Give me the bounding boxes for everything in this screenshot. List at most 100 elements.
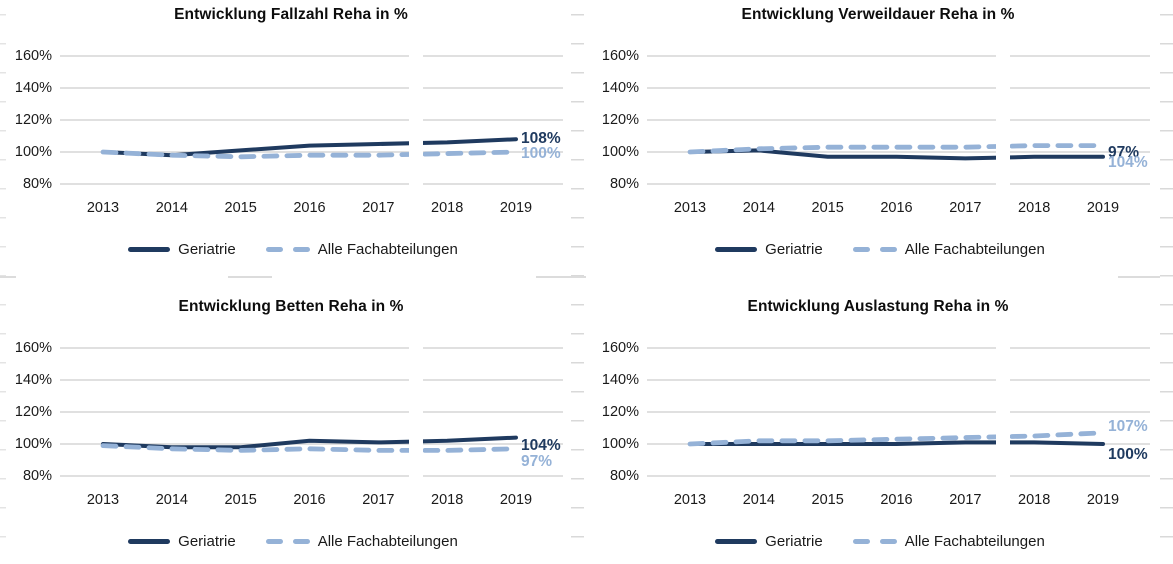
y-axis-tick-label: 120%	[601, 112, 639, 128]
alle-fachabteilungen-line	[100, 149, 519, 160]
geriatrie-line	[101, 435, 518, 450]
x-axis-tick-label: 2013	[673, 200, 707, 216]
background-grid-dash	[536, 276, 586, 278]
legend-item-geriatrie: Geriatrie	[715, 533, 823, 550]
x-axis-tick-label: 2016	[880, 200, 913, 216]
y-axis-tick-label: 80%	[22, 176, 52, 192]
x-axis-tick-label: 2014	[742, 492, 775, 508]
background-grid-dash	[1118, 276, 1160, 278]
y-axis-tick-label: 120%	[601, 404, 639, 420]
alle-fachabteilungen-line-swatch	[852, 246, 897, 252]
y-axis-tick-label: 100%	[601, 144, 639, 160]
legend: Geriatrie Alle Fachabteilungen	[587, 530, 1173, 552]
stitch-seam	[409, 336, 423, 484]
background-grid-ticks-left	[0, 14, 6, 562]
legend-item-geriatrie: Geriatrie	[128, 241, 236, 258]
geriatrie-line-swatch	[128, 246, 171, 252]
y-axis-tick-label: 140%	[601, 372, 639, 388]
legend-label: Geriatrie	[178, 240, 236, 258]
x-axis-tick-label: 2015	[224, 492, 257, 508]
y-axis-tick-label: 140%	[14, 372, 52, 388]
alle-fachabteilungen-line	[100, 443, 519, 453]
y-axis-tick-label: 80%	[609, 176, 639, 192]
geriatrie-line-swatch	[715, 246, 758, 252]
x-axis-tick-label: 2017	[949, 200, 982, 216]
y-axis-tick-label: 160%	[14, 340, 52, 356]
background-grid-ticks-right	[1160, 14, 1173, 562]
y-axis-tick-label: 160%	[601, 340, 639, 356]
legend-item-alle-fachabteilungen: Alle Fachabteilungen	[852, 532, 1045, 550]
chart-betten-reha: Entwicklung Betten Reha in % 160% 140% 120…	[0, 282, 586, 564]
geriatrie-line	[688, 440, 1105, 446]
y-axis-tick-label: 100%	[14, 144, 52, 160]
geriatrie-line-swatch	[128, 538, 171, 544]
x-axis-tick-label: 2019	[499, 200, 533, 216]
y-axis-tick-label: 80%	[609, 468, 639, 484]
x-axis-tick-label: 2013	[86, 492, 120, 508]
background-grid-ticks-middle	[571, 14, 584, 562]
chart-title: Entwicklung Betten Reha in %	[178, 298, 404, 315]
x-axis-tick-label: 2014	[742, 200, 775, 216]
legend: Geriatrie Alle Fachabteilungen	[587, 238, 1173, 260]
x-axis-tick-label: 2016	[880, 492, 913, 508]
background-grid-dash	[228, 276, 272, 278]
legend-label: Geriatrie	[765, 240, 823, 258]
legend-label: Alle Fachabteilungen	[317, 240, 458, 258]
y-axis-tick-label: 100%	[601, 436, 639, 452]
y-axis-tick-label: 140%	[14, 80, 52, 96]
x-axis-tick-label: 2017	[362, 492, 395, 508]
x-axis-tick-label: 2014	[155, 492, 188, 508]
y-axis-tick-label: 140%	[601, 80, 639, 96]
x-axis-tick-label: 2019	[499, 492, 533, 508]
legend-item-geriatrie: Geriatrie	[128, 533, 236, 550]
alle-fachabteilungen-end-label: 100%	[521, 145, 561, 162]
y-axis-tick-label: 120%	[14, 112, 52, 128]
legend-label: Alle Fachabteilungen	[904, 240, 1045, 258]
plot-area	[60, 336, 563, 484]
x-axis-tick-label: 2017	[362, 200, 395, 216]
chart-title: Entwicklung Auslastung Reha in %	[747, 298, 1009, 315]
x-axis-tick-label: 2018	[1018, 200, 1051, 216]
chart-fallzahl-reha: Entwicklung Fallzahl Reha in % 160% 140% 1…	[0, 0, 586, 282]
x-axis-tick-label: 2013	[86, 200, 120, 216]
x-axis-tick-label: 2019	[1086, 492, 1120, 508]
x-axis-tick-label: 2015	[811, 492, 844, 508]
alle-fachabteilungen-end-label: 97%	[521, 452, 553, 470]
legend-label: Geriatrie	[765, 532, 823, 550]
legend-label: Geriatrie	[178, 532, 236, 550]
alle-fachabteilungen-line	[687, 143, 1106, 155]
y-axis-tick-label: 160%	[14, 48, 52, 64]
alle-fachabteilungen-line-swatch	[265, 246, 310, 252]
x-axis-tick-label: 2016	[293, 492, 326, 508]
x-axis-tick-label: 2018	[431, 492, 464, 508]
geriatrie-end-label: 100%	[1108, 446, 1148, 463]
plot-area	[60, 44, 563, 192]
legend: Geriatrie Alle Fachabteilungen	[0, 238, 586, 260]
legend-item-alle-fachabteilungen: Alle Fachabteilungen	[265, 240, 458, 258]
geriatrie-end-label: 108%	[521, 130, 561, 148]
alle-fachabteilungen-line-swatch	[852, 538, 897, 544]
geriatrie-end-label: 97%	[1108, 143, 1140, 161]
geriatrie-line-swatch	[715, 538, 758, 544]
legend-item-alle-fachabteilungen: Alle Fachabteilungen	[852, 240, 1045, 258]
stitch-seam	[996, 336, 1010, 484]
y-axis-tick-label: 100%	[14, 436, 52, 452]
legend-label: Alle Fachabteilungen	[904, 532, 1045, 550]
legend-label: Alle Fachabteilungen	[317, 532, 458, 550]
alle-fachabteilungen-end-label: 104%	[1108, 153, 1148, 171]
chart-auslastung-reha: Entwicklung Auslastung Reha in % 160% 140…	[587, 282, 1173, 564]
stitch-seam	[409, 44, 423, 192]
x-axis-tick-label: 2015	[811, 200, 844, 216]
legend-item-geriatrie: Geriatrie	[715, 241, 823, 258]
x-axis-tick-label: 2018	[431, 200, 464, 216]
legend: Geriatrie Alle Fachabteilungen	[0, 530, 586, 552]
chart-verweildauer-reha: Entwicklung Verweildauer Reha in % 160% 1…	[587, 0, 1173, 282]
geriatrie-end-label: 104%	[521, 436, 561, 454]
x-axis-tick-label: 2016	[293, 200, 326, 216]
y-axis-tick-label: 160%	[601, 48, 639, 64]
chart-title: Entwicklung Fallzahl Reha in %	[174, 6, 408, 23]
x-axis-tick-label: 2015	[224, 200, 257, 216]
background-grid-dash	[0, 276, 16, 278]
plot-area	[647, 336, 1150, 484]
